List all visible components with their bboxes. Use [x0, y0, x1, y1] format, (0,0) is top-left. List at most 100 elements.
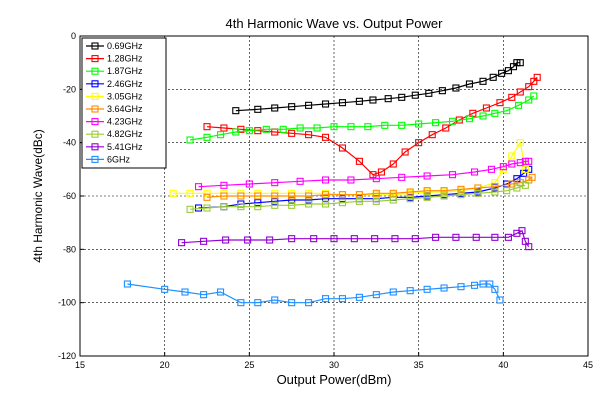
data-point — [288, 299, 296, 307]
data-point — [432, 233, 440, 241]
data-point — [504, 233, 512, 241]
data-point — [305, 196, 313, 204]
x-tick-label: 15 — [75, 360, 85, 370]
legend-marker — [91, 92, 99, 100]
data-point — [389, 196, 397, 204]
data-point — [279, 125, 287, 133]
data-point — [508, 160, 516, 168]
y-tick-label: -20 — [63, 84, 76, 94]
legend-marker — [91, 143, 99, 151]
data-point — [491, 109, 499, 117]
legend-label: 6GHz — [107, 154, 131, 164]
y-tick-label: -120 — [58, 351, 76, 361]
series-line — [190, 184, 526, 210]
data-point — [398, 121, 406, 129]
data-point — [516, 139, 524, 147]
data-point — [428, 131, 436, 139]
data-point — [220, 192, 228, 200]
x-tick-label: 30 — [329, 360, 339, 370]
data-point — [496, 296, 504, 304]
data-point — [521, 181, 529, 189]
data-point — [288, 103, 296, 111]
data-point — [372, 175, 380, 183]
y-tick-label: -80 — [63, 244, 76, 254]
data-point — [491, 188, 499, 196]
data-point — [338, 191, 347, 199]
data-point — [423, 285, 431, 293]
y-tick-label: 0 — [71, 31, 76, 41]
data-point — [389, 189, 397, 197]
data-point — [423, 187, 431, 195]
data-point — [389, 288, 397, 296]
data-point — [254, 192, 262, 200]
data-point — [440, 187, 448, 195]
data-point — [496, 99, 504, 107]
data-point — [487, 165, 496, 173]
data-point — [479, 77, 487, 85]
data-point — [254, 203, 262, 211]
legend-item: 4.82GHz — [86, 129, 143, 139]
data-point — [452, 84, 460, 92]
data-point — [350, 235, 358, 243]
data-point — [525, 83, 533, 91]
legend-item: 2.46GHz — [86, 79, 143, 89]
data-point — [482, 104, 490, 112]
data-point — [508, 152, 516, 160]
data-point — [338, 199, 347, 207]
data-point — [479, 280, 487, 288]
data-point — [491, 233, 499, 241]
data-point — [330, 235, 338, 243]
data-point — [516, 88, 524, 96]
data-point — [232, 128, 240, 136]
data-point — [288, 235, 296, 243]
data-point — [448, 171, 457, 179]
data-point — [401, 148, 409, 156]
data-point — [123, 280, 131, 288]
data-point — [288, 129, 296, 137]
data-point — [528, 173, 536, 181]
data-point — [470, 281, 479, 289]
data-point — [338, 144, 347, 152]
legend-label: 1.28GHz — [107, 54, 143, 64]
data-point — [271, 192, 279, 200]
data-point — [347, 176, 355, 184]
data-point — [508, 180, 516, 188]
data-point — [474, 184, 482, 192]
data-point — [489, 73, 497, 81]
legend-item: 1.87GHz — [86, 66, 143, 76]
data-point — [321, 176, 330, 184]
data-point — [271, 201, 279, 209]
data-point — [186, 205, 194, 213]
data-point — [381, 121, 389, 129]
data-point — [220, 124, 228, 132]
data-point — [498, 69, 506, 77]
legend-item: 0.69GHz — [86, 41, 143, 51]
data-point — [369, 96, 377, 104]
data-point — [508, 93, 516, 101]
data-point — [525, 96, 533, 104]
data-point — [398, 93, 406, 101]
data-point — [347, 123, 355, 131]
data-point — [203, 189, 211, 197]
data-point — [200, 237, 208, 245]
data-point — [503, 107, 511, 115]
series-line — [235, 62, 521, 112]
data-point — [425, 89, 433, 97]
data-point — [245, 127, 253, 135]
data-point — [516, 159, 524, 167]
y-axis-label: 4th Harmonic Wave(dBc) — [31, 129, 45, 263]
data-point — [355, 293, 363, 301]
legend-item: 3.64GHz — [86, 104, 143, 114]
x-tick-label: 40 — [498, 360, 508, 370]
data-point — [479, 112, 487, 120]
data-point — [364, 123, 372, 131]
axis-ticks: 15 20 25 30 35 40 45 0 -20 -40 -60 -80 -100 -120 — [58, 31, 593, 370]
data-point — [465, 80, 474, 88]
x-tick-label: 45 — [583, 360, 593, 370]
legend-label: 3.64GHz — [107, 104, 143, 114]
data-point — [423, 193, 431, 201]
data-point — [516, 59, 524, 67]
data-point — [391, 235, 399, 243]
data-point — [491, 179, 499, 187]
